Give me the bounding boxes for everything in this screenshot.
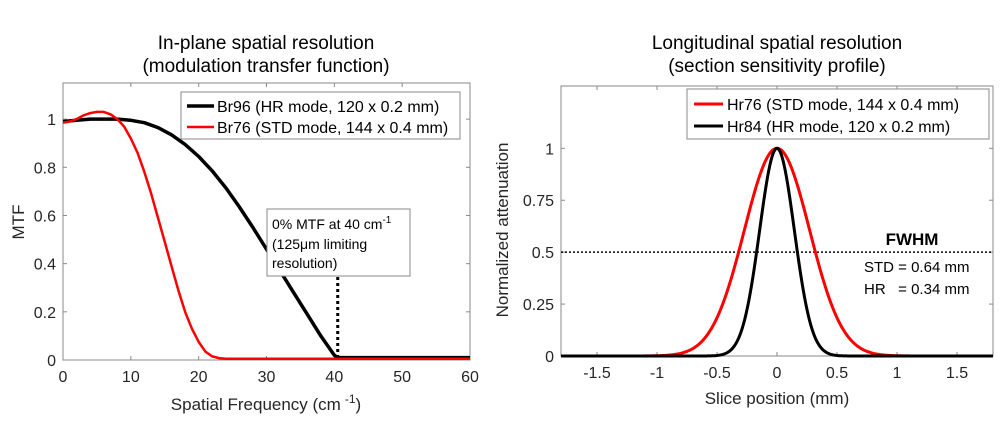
x-tick-label: 0.5: [826, 365, 848, 382]
legend-label-hr76: Hr76 (STD mode, 144 x 0.4 mm): [727, 97, 959, 114]
fwhm-heading: FWHM: [886, 230, 939, 249]
chart-title-line1: In-plane spatial resolution: [158, 33, 375, 54]
x-axis-label-end: ): [356, 395, 362, 414]
legend-label-br96: Br96 (HR mode, 120 x 0.2 mm): [217, 99, 439, 116]
annotation-line2: (125μm limiting: [272, 236, 367, 252]
legend: Br96 (HR mode, 120 x 0.2 mm) Br76 (STD m…: [180, 91, 461, 140]
x-tick-label: -1: [650, 365, 664, 382]
y-tick-label: 1: [545, 141, 554, 158]
x-axis-label-sup: -1: [345, 392, 356, 406]
x-tick-label: 40: [325, 369, 343, 386]
limiting-resolution-annotation: 0% MTF at 40 cm-1 (125μm limiting resolu…: [266, 208, 411, 358]
axis-ticks: 0 10 20 30 40 50 60 0 0.2 0.4 0.6 0.8 1: [34, 83, 479, 386]
y-tick-label: 0.25: [523, 297, 554, 314]
y-tick-label: 0.2: [34, 305, 56, 322]
y-tick-label: 1: [47, 112, 56, 129]
mtf-chart: In-plane spatial resolution (modulation …: [9, 33, 479, 414]
x-tick-label: 10: [122, 369, 140, 386]
x-tick-label: 20: [190, 369, 208, 386]
y-tick-label: 0.8: [34, 160, 56, 177]
legend-label-br76: Br76 (STD mode, 144 x 0.4 mm): [217, 120, 448, 137]
annotation-box: [266, 208, 411, 277]
x-tick-label: -1.5: [583, 365, 611, 382]
x-tick-label: 30: [258, 369, 276, 386]
x-axis-label: Spatial Frequency (cm -1): [171, 392, 361, 414]
y-tick-label: 0.75: [523, 193, 554, 210]
series-line-hr84: [560, 146, 994, 358]
x-tick-label: 60: [461, 369, 479, 386]
legend-box: [180, 91, 461, 140]
x-tick-label: 0: [773, 365, 782, 382]
y-tick-label: 0.4: [34, 257, 56, 274]
x-tick-label: -0.5: [703, 365, 731, 382]
ssp-chart: Longitudinal spatial resolution (section…: [493, 33, 994, 408]
annotation-line1: 0% MTF at 40 cm-1: [272, 215, 392, 232]
annotation-line3: resolution): [272, 255, 337, 271]
legend: Hr76 (STD mode, 144 x 0.4 mm) Hr84 (HR m…: [686, 88, 990, 140]
y-tick-label: 0.5: [532, 245, 554, 262]
x-axis-label: Slice position (mm): [705, 389, 850, 408]
annotation-line1-text: 0% MTF at 40 cm: [272, 216, 382, 232]
x-tick-label: 1: [893, 365, 902, 382]
y-tick-label: 0: [47, 353, 56, 370]
chart-title-line2: (modulation transfer function): [142, 56, 389, 77]
series-line-br76: [62, 110, 470, 361]
legend-label-hr84: Hr84 (HR mode, 120 x 0.2 mm): [727, 119, 950, 136]
annotation-line1-sup: -1: [382, 215, 391, 226]
chart-title-line1: Longitudinal spatial resolution: [652, 33, 902, 54]
fwhm-std: STD = 0.64 mm: [864, 259, 969, 276]
x-axis-label-text: Spatial Frequency (cm: [171, 395, 341, 414]
y-tick-label: 0: [545, 349, 554, 366]
y-axis-label: Normalized attenuation: [493, 143, 512, 318]
y-tick-label: 0.6: [34, 208, 56, 225]
x-tick-label: 0: [59, 369, 68, 386]
x-tick-label: 50: [393, 369, 411, 386]
fwhm-annotation: FWHM STD = 0.64 mm HR = 0.34 mm: [864, 230, 969, 298]
chart-title-line2: (section sensitivity profile): [668, 56, 886, 77]
y-axis-label: MTF: [9, 205, 28, 240]
x-tick-label: 1.5: [946, 365, 968, 382]
legend-box: [686, 88, 990, 140]
axis-ticks: -1.5 -1 -0.5 0 0.5 1 1.5 0 0.25 0.5 0.75 1: [523, 86, 993, 382]
series-lines: [560, 146, 994, 358]
fwhm-hr: HR = 0.34 mm: [864, 281, 969, 298]
